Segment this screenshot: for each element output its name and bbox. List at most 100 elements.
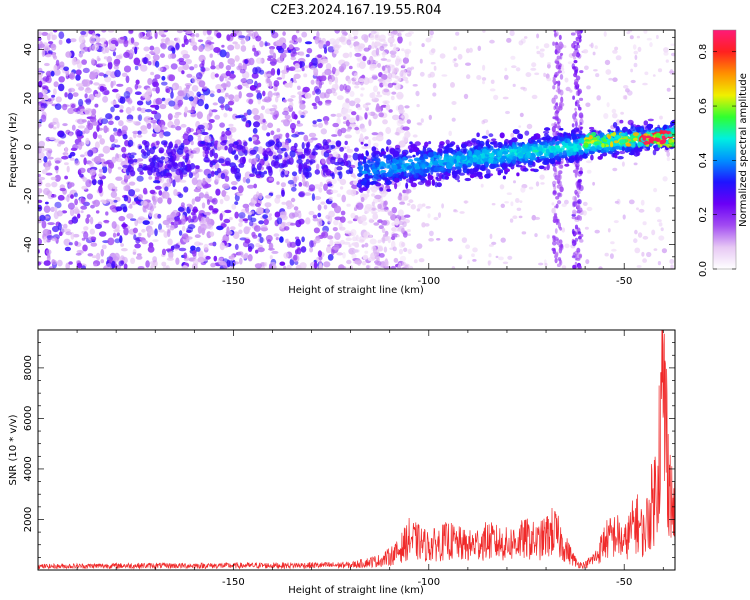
spectrogram-cell [147, 228, 155, 236]
spectrogram-cell [228, 259, 236, 267]
spectrogram-cell [557, 200, 562, 205]
spectrogram-cell [662, 176, 668, 182]
spectrogram-cell [219, 49, 227, 58]
spectrogram-cell [321, 232, 326, 237]
spectrogram-cell [80, 210, 84, 214]
spectrogram-cell [50, 70, 55, 77]
spectrogram-cell [38, 80, 43, 88]
spectrogram-cell [575, 69, 579, 74]
spectrogram-cell [204, 183, 212, 188]
spectrogram-cell [235, 30, 243, 36]
spectrogram-cell [157, 197, 163, 204]
spectrogram-cell [559, 186, 564, 193]
spectrogram-cell [54, 160, 61, 164]
spectrogram-cell [376, 91, 381, 95]
spectrogram-cell [576, 53, 580, 58]
spectrogram-cell [113, 127, 118, 132]
spectrogram-cell [612, 113, 618, 119]
spectrogram-cell [382, 235, 390, 242]
spectrogram-cell [43, 260, 51, 266]
spectrogram-cell [391, 91, 397, 95]
spectrogram-cell [571, 239, 577, 247]
spectrogram-cell [491, 203, 496, 206]
spectrogram-cell [53, 81, 59, 88]
spectrogram-cell [461, 237, 468, 244]
spectrogram-cell [579, 207, 583, 213]
spectrogram-cell [353, 248, 360, 253]
spectrogram-cell [105, 113, 113, 120]
spectrogram-cell [52, 126, 57, 130]
spectrogram-cell [201, 202, 206, 209]
spectrogram-cell [359, 187, 364, 194]
spectrogram-cell [345, 119, 351, 127]
spectrogram-cell [155, 97, 163, 105]
spectrogram-cell [291, 186, 297, 192]
spectrogram-cell [401, 227, 405, 234]
spectrogram-cell [500, 237, 506, 243]
spectrogram-cell [61, 155, 69, 160]
spectrogram-cell [386, 188, 392, 192]
spectrogram-cell [128, 189, 136, 197]
spectrogram-cell [123, 39, 129, 48]
spectrogram-cell [489, 233, 493, 239]
spectrogram-cell [290, 222, 296, 226]
spectrogram-cell [225, 70, 231, 77]
spectrogram-cell [363, 77, 370, 85]
spectrogram-cell [100, 259, 104, 264]
spectrogram-cell [387, 72, 393, 80]
spectrogram-cell [163, 131, 171, 137]
spectrogram-cell [375, 47, 380, 56]
spectrogram-cell [138, 216, 145, 221]
spectrogram-cell [396, 234, 400, 238]
spectrogram-cell [275, 141, 283, 148]
spectrogram-cell [94, 93, 99, 98]
spectrogram-cell [201, 67, 206, 72]
spectrogram-cell [633, 62, 638, 68]
spectrogram-cell [361, 146, 368, 149]
spectrogram-cell [666, 156, 671, 162]
spectrogram-cell [135, 79, 140, 85]
spectrogram-cell [185, 84, 191, 89]
spectrogram-cell [253, 50, 259, 57]
spectrogram-cell [658, 235, 665, 241]
spectrogram-cell [136, 175, 144, 182]
spectrogram-cell [372, 205, 376, 211]
spectrogram-cell [202, 146, 209, 151]
spectrogram-cell [317, 250, 322, 258]
spectrogram-cell [340, 67, 344, 72]
spectrogram-cell [495, 255, 499, 259]
spectrogram-cell [485, 129, 490, 136]
spectrogram-cell [68, 154, 72, 159]
spectrogram-cell [68, 182, 73, 189]
spectrogram-cell [352, 236, 357, 242]
spectrogram-cell [54, 103, 62, 110]
spectrogram-cell [561, 203, 567, 208]
spectrogram-cell [403, 247, 408, 252]
spectrogram-cell [245, 226, 251, 231]
spectrogram-cell [404, 32, 412, 38]
spectrogram-cell [114, 238, 121, 244]
spectrogram-cell [341, 194, 347, 203]
spectrogram-cell [303, 134, 309, 142]
spectrogram-cell [90, 236, 97, 241]
spectrogram-cell [224, 145, 228, 151]
spectrogram-cell [358, 45, 363, 52]
spectrogram-cell [123, 185, 128, 191]
spectrogram-cell [472, 247, 478, 253]
spectrogram-cell [283, 49, 289, 54]
spectrogram-cell [564, 163, 570, 167]
spectrogram-cell [605, 69, 612, 75]
spectrogram-cell [232, 41, 238, 45]
spectrogram-cell [269, 108, 277, 112]
spectrogram-cell [196, 91, 201, 98]
spectrogram-cell [320, 201, 326, 205]
spectrogram-cell [301, 67, 305, 72]
spectrogram-cell [311, 102, 317, 107]
spectrogram-cell [579, 239, 584, 243]
spectrogram-cell [416, 208, 421, 212]
spectrogram-cell [240, 45, 247, 52]
spectrogram-cell [373, 142, 379, 148]
spectrogram-cell [221, 82, 228, 89]
spectrogram-cell [203, 211, 211, 216]
spectrogram-cell [582, 210, 587, 216]
